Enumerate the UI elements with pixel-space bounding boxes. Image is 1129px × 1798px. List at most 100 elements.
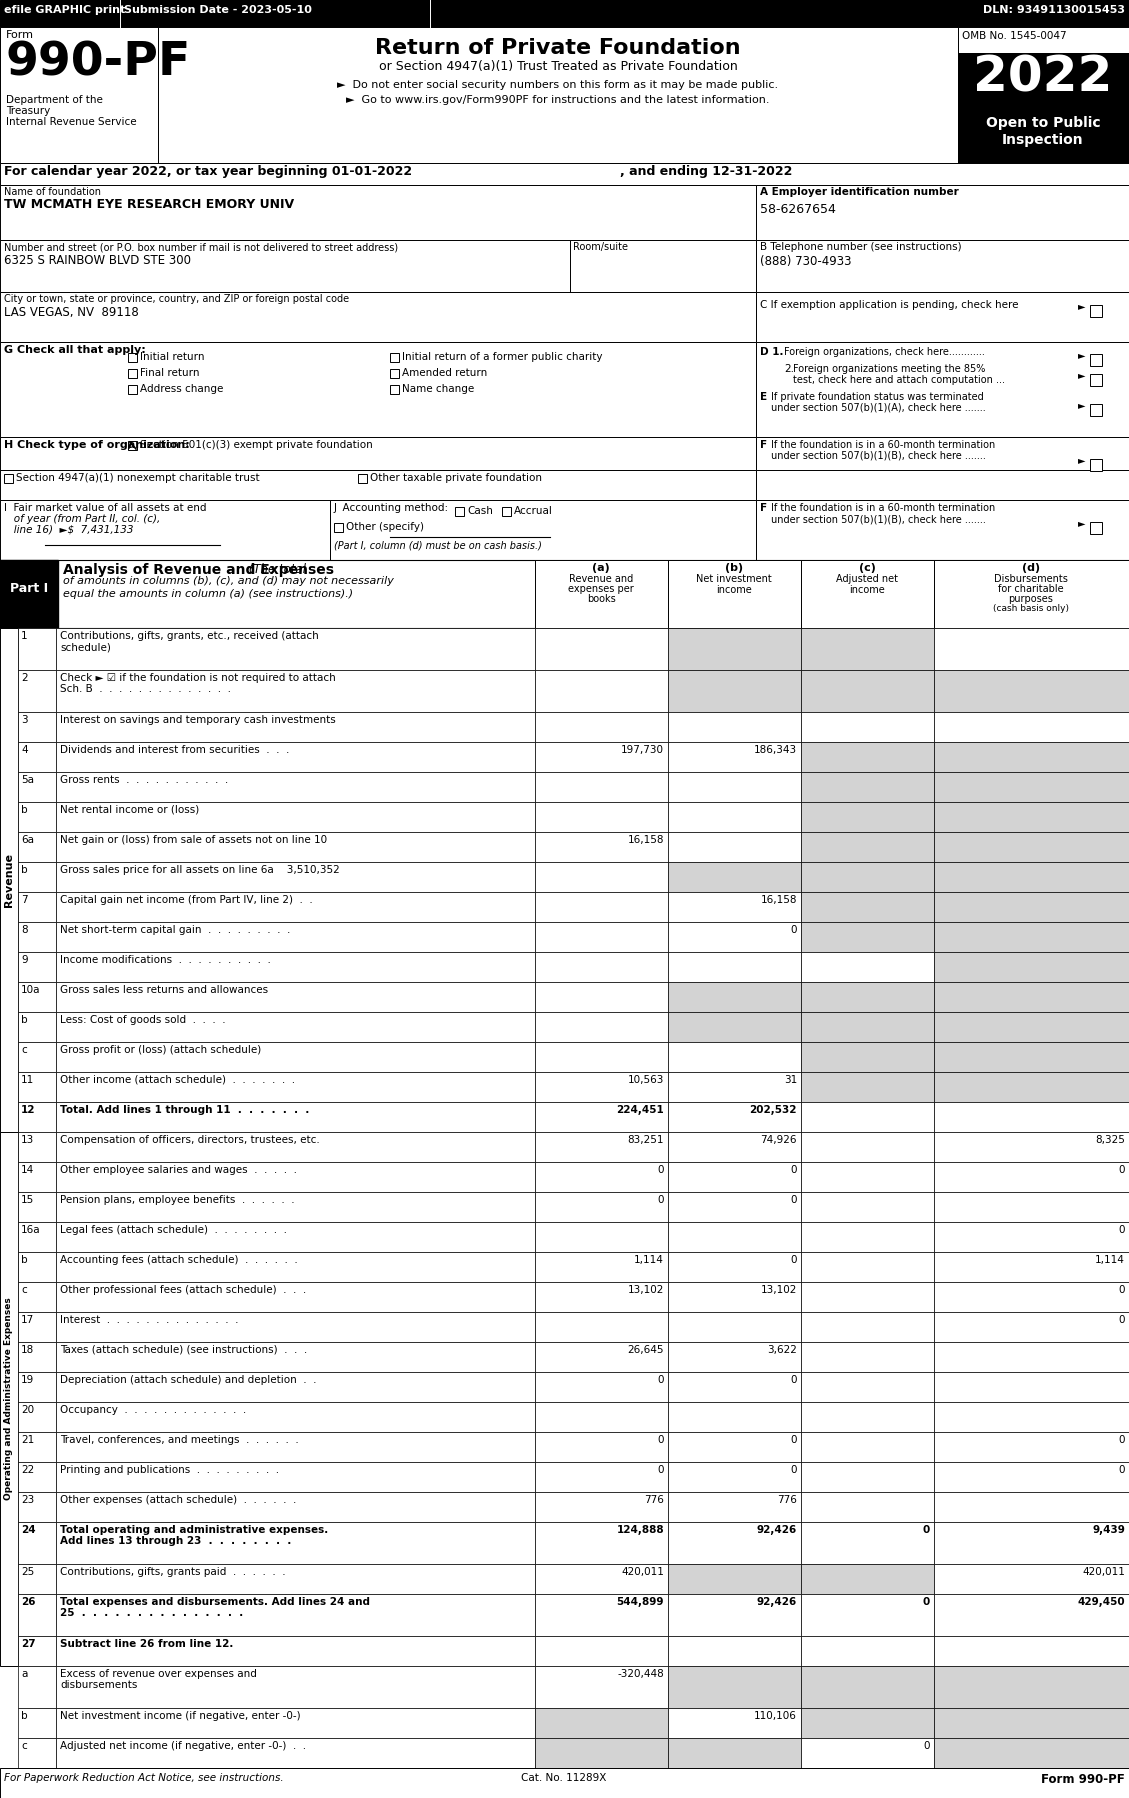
Bar	[56, 771, 535, 802]
Text: Net investment: Net investment	[697, 574, 772, 584]
Text: Form 990-PF: Form 990-PF	[1041, 1773, 1124, 1785]
Bar	[959, 27, 1129, 52]
Bar	[18, 1521, 56, 1564]
Bar	[18, 1667, 56, 1708]
Text: expenses per: expenses per	[568, 584, 633, 593]
Bar	[934, 951, 1129, 982]
Bar	[18, 1402, 56, 1431]
Text: 124,888: 124,888	[616, 1525, 664, 1535]
Bar	[18, 1072, 56, 1102]
Bar	[56, 1043, 535, 1072]
Bar	[56, 861, 535, 892]
Bar	[800, 802, 934, 832]
Text: Taxes (attach schedule) (see instructions)  .  .  .: Taxes (attach schedule) (see instruction…	[60, 1345, 307, 1356]
Bar	[934, 671, 1129, 712]
Text: 26,645: 26,645	[628, 1345, 664, 1356]
Bar	[56, 1431, 535, 1462]
Bar	[18, 1282, 56, 1313]
Bar	[56, 802, 535, 832]
Bar	[0, 27, 158, 164]
Text: (c): (c)	[858, 563, 875, 574]
Text: 776: 776	[777, 1494, 797, 1505]
Text: 20: 20	[21, 1404, 34, 1415]
Text: ►  Go to www.irs.gov/Form990PF for instructions and the latest information.: ► Go to www.irs.gov/Form990PF for instru…	[347, 95, 770, 104]
Text: 12: 12	[21, 1106, 35, 1115]
Bar	[800, 1739, 934, 1767]
Bar	[668, 1072, 800, 1102]
Bar	[800, 712, 934, 743]
Text: Other (specify): Other (specify)	[345, 521, 425, 532]
Bar	[18, 1341, 56, 1372]
Text: Internal Revenue Service: Internal Revenue Service	[6, 117, 137, 128]
Text: under section 507(b)(1)(B), check here .......: under section 507(b)(1)(B), check here .…	[771, 514, 986, 523]
Text: Other income (attach schedule)  .  .  .  .  .  .  .: Other income (attach schedule) . . . . .…	[60, 1075, 295, 1084]
Bar	[800, 1043, 934, 1072]
Bar	[756, 437, 1129, 469]
Text: F: F	[760, 441, 767, 450]
Bar	[800, 743, 934, 771]
Bar	[668, 1372, 800, 1402]
Text: a: a	[21, 1669, 27, 1679]
Bar	[668, 1043, 800, 1072]
Text: Occupancy  .  .  .  .  .  .  .  .  .  .  .  .  .: Occupancy . . . . . . . . . . . . .	[60, 1404, 246, 1415]
Bar	[934, 1192, 1129, 1223]
Text: 11: 11	[21, 1075, 34, 1084]
Bar	[668, 712, 800, 743]
Bar	[800, 1595, 934, 1636]
Bar	[18, 743, 56, 771]
Text: (b): (b)	[725, 563, 743, 574]
Bar	[800, 1372, 934, 1402]
Text: Return of Private Foundation: Return of Private Foundation	[375, 38, 741, 58]
Text: Final return: Final return	[140, 369, 200, 378]
Text: 2022: 2022	[973, 52, 1113, 101]
Text: 24: 24	[21, 1525, 36, 1535]
Text: ►: ►	[1078, 351, 1085, 360]
Bar	[535, 951, 668, 982]
Text: b: b	[21, 1712, 27, 1721]
Bar	[668, 922, 800, 951]
Text: Capital gain net income (from Part IV, line 2)  .  .: Capital gain net income (from Part IV, l…	[60, 895, 313, 904]
Bar	[800, 892, 934, 922]
Text: 0: 0	[790, 1255, 797, 1266]
Text: b: b	[21, 806, 27, 814]
Text: Dividends and interest from securities  .  .  .: Dividends and interest from securities .…	[60, 744, 289, 755]
Text: Net investment income (if negative, enter -0-): Net investment income (if negative, ente…	[60, 1712, 300, 1721]
Text: 776: 776	[645, 1494, 664, 1505]
Bar	[535, 743, 668, 771]
Text: , and ending 12-31-2022: , and ending 12-31-2022	[620, 165, 793, 178]
Bar	[668, 1133, 800, 1162]
Text: Subtract line 26 from line 12.: Subtract line 26 from line 12.	[60, 1640, 234, 1649]
Bar	[330, 500, 756, 559]
Bar	[56, 1564, 535, 1595]
Bar	[668, 1313, 800, 1341]
Text: J  Accounting method:: J Accounting method:	[334, 503, 449, 512]
Text: 0: 0	[657, 1435, 664, 1446]
Text: Part I: Part I	[10, 581, 49, 595]
Text: disbursements: disbursements	[60, 1679, 138, 1690]
Bar	[668, 1564, 800, 1595]
Text: C If exemption application is pending, check here: C If exemption application is pending, c…	[760, 300, 1018, 309]
Text: (d): (d)	[1022, 563, 1040, 574]
Bar	[800, 1072, 934, 1102]
Bar	[56, 1341, 535, 1372]
Bar	[18, 1739, 56, 1767]
Text: D 1.: D 1.	[760, 347, 784, 358]
Text: (The total: (The total	[245, 563, 306, 575]
Bar	[535, 1282, 668, 1313]
Bar	[934, 1636, 1129, 1667]
Bar	[934, 1282, 1129, 1313]
Text: B Telephone number (see instructions): B Telephone number (see instructions)	[760, 243, 962, 252]
Bar	[535, 1739, 668, 1767]
Bar	[0, 500, 330, 559]
Bar	[934, 559, 1129, 628]
Bar	[535, 1564, 668, 1595]
Text: 16,158: 16,158	[628, 834, 664, 845]
Bar	[800, 1462, 934, 1492]
Bar	[934, 1521, 1129, 1564]
Text: DLN: 93491130015453: DLN: 93491130015453	[983, 5, 1124, 14]
Bar	[668, 1667, 800, 1708]
Bar	[934, 982, 1129, 1012]
Bar	[934, 802, 1129, 832]
Text: OMB No. 1545-0047: OMB No. 1545-0047	[962, 31, 1067, 41]
Bar	[535, 1072, 668, 1102]
